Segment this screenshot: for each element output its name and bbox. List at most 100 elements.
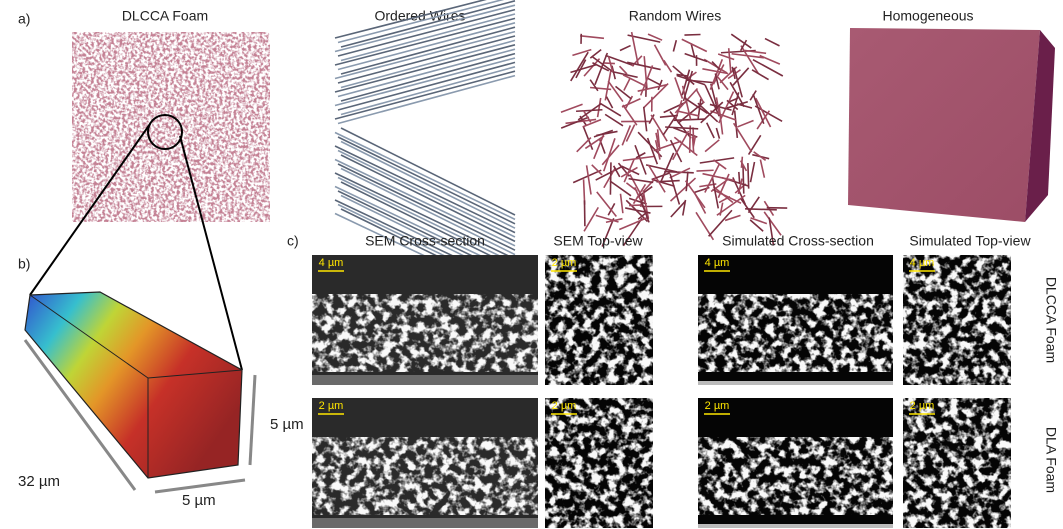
substrate (312, 375, 538, 385)
wire (737, 120, 753, 126)
scale-bar-label: 2 µm (552, 257, 577, 269)
scale-bar-label: 4 µm (319, 257, 344, 269)
wire (739, 172, 740, 183)
micrograph-texture (903, 398, 1011, 528)
substrate (698, 381, 893, 385)
wire (629, 179, 654, 183)
homogeneous-front (848, 28, 1040, 222)
wire (703, 174, 735, 181)
wire (577, 138, 591, 152)
wire (765, 39, 780, 46)
wire (629, 205, 643, 206)
micrograph-texture (545, 398, 653, 528)
wire (673, 40, 676, 51)
wire (570, 65, 596, 73)
micrograph-texture (312, 294, 538, 372)
panel-label: c) (287, 233, 299, 249)
panel-title: Homogeneous (882, 8, 973, 24)
row-label: DLCCA Foam (1043, 277, 1059, 363)
wire (760, 160, 764, 178)
dimension-label: 5 µm (182, 492, 216, 509)
wire (743, 166, 744, 194)
scale-bar-label: 4 µm (910, 257, 935, 269)
wire (604, 168, 616, 188)
micrograph-texture (903, 255, 1011, 385)
wire (341, 67, 515, 115)
wire (696, 212, 713, 239)
wire (338, 76, 515, 124)
wire (338, 49, 515, 96)
wire (684, 34, 700, 35)
wire (571, 52, 588, 81)
micrograph-texture (698, 437, 893, 515)
wire (712, 62, 720, 70)
scale-bar-label: 2 µm (552, 400, 577, 412)
wire (584, 207, 598, 231)
wire (712, 177, 718, 208)
column-header: Simulated Cross-section (722, 233, 874, 249)
dimension-arrow (250, 375, 255, 465)
wire (338, 36, 515, 83)
micrograph-grid: 4 µm2 µm4 µm4 µm2 µm2 µm2 µm2 µm (312, 255, 1011, 528)
wire (580, 36, 604, 38)
wire (610, 162, 611, 194)
wire (705, 140, 719, 152)
wire (716, 128, 719, 139)
scale-bar-label: 2 µm (705, 400, 730, 412)
wire (718, 54, 734, 60)
wire (745, 209, 777, 210)
wire (748, 163, 749, 189)
random-wires-render (561, 32, 787, 246)
wire (647, 78, 661, 85)
wire (741, 46, 758, 74)
wire (622, 99, 640, 107)
micrograph-texture (545, 255, 653, 385)
wire (705, 164, 719, 192)
wire (655, 45, 666, 66)
panel-label: b) (18, 256, 30, 272)
wire (619, 217, 649, 230)
wire (603, 63, 615, 64)
wire (587, 165, 591, 194)
wire (624, 78, 630, 90)
wire (616, 86, 632, 99)
wire (665, 127, 698, 129)
wire (606, 97, 612, 108)
wire (635, 145, 646, 174)
wire (751, 162, 755, 182)
substrate (312, 518, 538, 528)
wire (598, 98, 601, 117)
panel-title: DLCCA Foam (122, 8, 208, 24)
micrograph-texture (698, 294, 893, 372)
wire (760, 56, 780, 65)
wire (338, 62, 515, 110)
column-header: SEM Top-view (553, 233, 643, 249)
dimension-arrow (155, 480, 245, 492)
wire (734, 123, 752, 152)
wire (682, 39, 707, 51)
wire (752, 70, 769, 80)
micrograph-texture (312, 437, 538, 515)
wire (686, 181, 705, 208)
dimension-label: 32 µm (18, 473, 60, 490)
wire (605, 71, 610, 100)
substrate (698, 524, 893, 528)
figure: a) DLCCA Foam Ordered Wires Random Wires… (0, 0, 1063, 529)
column-header: Simulated Top-view (909, 233, 1031, 249)
scale-bar-label: 2 µm (319, 400, 344, 412)
scale-bar-label: 4 µm (705, 257, 730, 269)
wire (755, 106, 782, 121)
wire (674, 119, 706, 120)
wire (620, 46, 631, 51)
wire (707, 123, 714, 138)
wire (696, 170, 713, 171)
dimension-label: 5 µm (270, 416, 304, 433)
wire (675, 77, 683, 98)
row-label: DLA Foam (1043, 427, 1059, 493)
wire (664, 60, 672, 72)
wire (663, 118, 675, 135)
wire (620, 194, 622, 213)
panel-title: Random Wires (629, 8, 722, 24)
ordered-wires-render (335, 0, 515, 299)
panel-label: a) (18, 11, 30, 27)
